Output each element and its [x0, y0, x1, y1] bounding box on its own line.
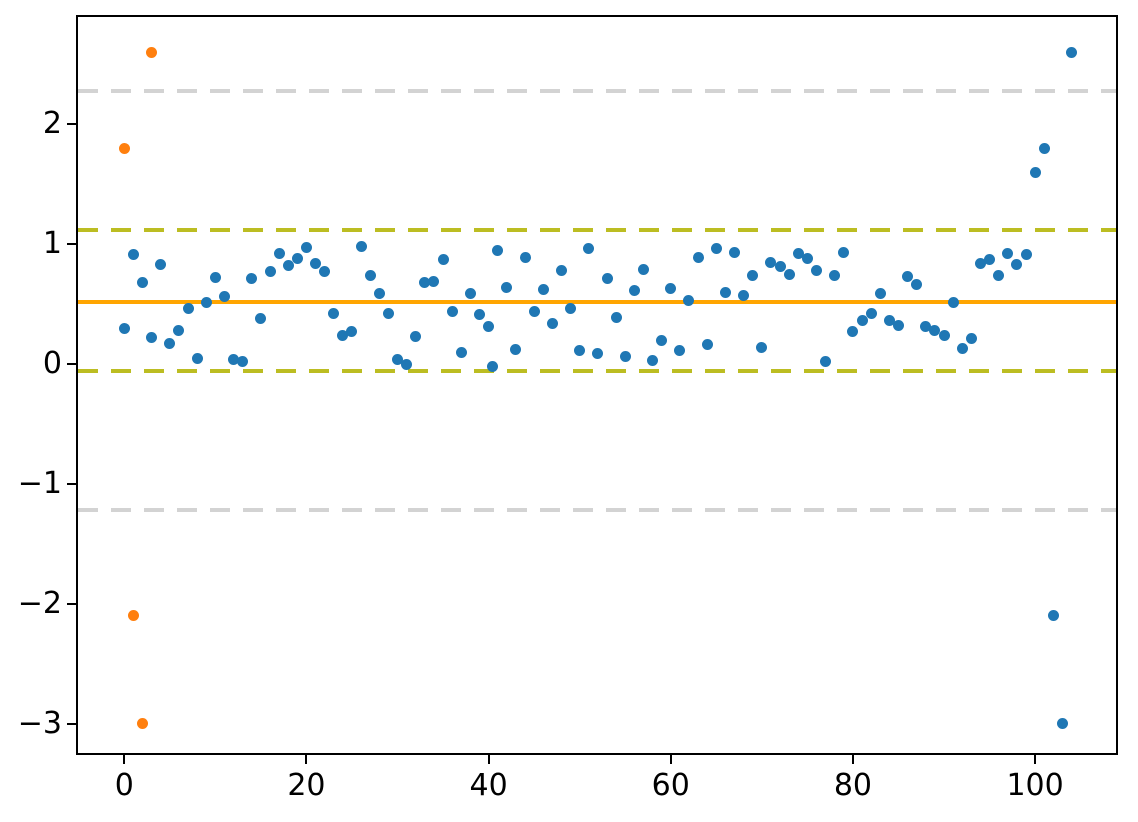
y-axis-tick [67, 602, 76, 605]
x-axis-tick-label: 80 [833, 768, 873, 803]
x-axis-tick [669, 755, 672, 764]
y-axis-tick-label: 2 [42, 106, 62, 142]
y-axis-tick [67, 722, 76, 725]
x-axis-tick-label: 0 [114, 768, 134, 803]
x-axis-tick [123, 755, 126, 764]
x-axis-tick [487, 755, 490, 764]
y-axis-tick-label: 0 [42, 346, 62, 381]
x-axis-tick [305, 755, 308, 764]
y-axis-tick [67, 123, 76, 126]
y-axis-tick-label: −3 [17, 705, 62, 741]
y-axis-tick-label: 1 [42, 226, 62, 262]
y-axis-tick-label: −2 [17, 585, 62, 621]
x-axis-tick-label: 100 [1006, 768, 1064, 803]
x-axis-tick-label: 20 [287, 768, 326, 803]
x-axis-tick-label: 60 [651, 768, 690, 803]
x-axis-tick-label: 40 [469, 768, 508, 803]
y-axis-tick [67, 363, 76, 365]
y-axis-tick [67, 482, 76, 485]
y-axis-tick-label: −1 [17, 465, 62, 501]
x-axis-tick [1034, 755, 1037, 764]
y-axis-tick [67, 243, 76, 246]
plot-area [76, 15, 1118, 755]
x-axis-tick [851, 755, 854, 764]
